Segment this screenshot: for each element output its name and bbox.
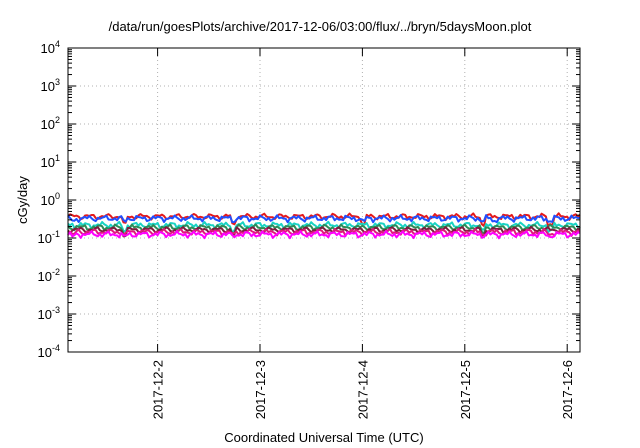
series-line bbox=[67, 214, 581, 224]
y-tick-label: 101 bbox=[41, 153, 60, 170]
y-tick-label: 10-1 bbox=[38, 229, 60, 246]
x-tick-label: 2017-12-3 bbox=[253, 360, 268, 419]
x-tick-label: 2017-12-5 bbox=[458, 360, 473, 419]
y-tick-label: 100 bbox=[41, 191, 60, 208]
x-tick-label: 2017-12-4 bbox=[355, 360, 370, 419]
series-line bbox=[67, 223, 581, 236]
chart-title: /data/run/goesPlots/archive/2017-12-06/0… bbox=[108, 19, 532, 34]
y-tick-label: 10-3 bbox=[38, 305, 60, 322]
x-tick-label: 2017-12-6 bbox=[560, 360, 575, 419]
series-line bbox=[67, 230, 581, 240]
series-line bbox=[67, 225, 581, 238]
y-tick-label: 104 bbox=[41, 39, 60, 56]
y-tick-label: 10-4 bbox=[38, 343, 60, 360]
x-tick-label: 2017-12-2 bbox=[151, 360, 166, 419]
y-axis-title: cGy/day bbox=[15, 176, 30, 224]
y-tick-label: 102 bbox=[41, 115, 60, 132]
x-axis-title: Coordinated Universal Time (UTC) bbox=[224, 430, 424, 445]
y-tick-label: 10-2 bbox=[38, 267, 60, 284]
y-tick-label: 103 bbox=[41, 77, 60, 94]
